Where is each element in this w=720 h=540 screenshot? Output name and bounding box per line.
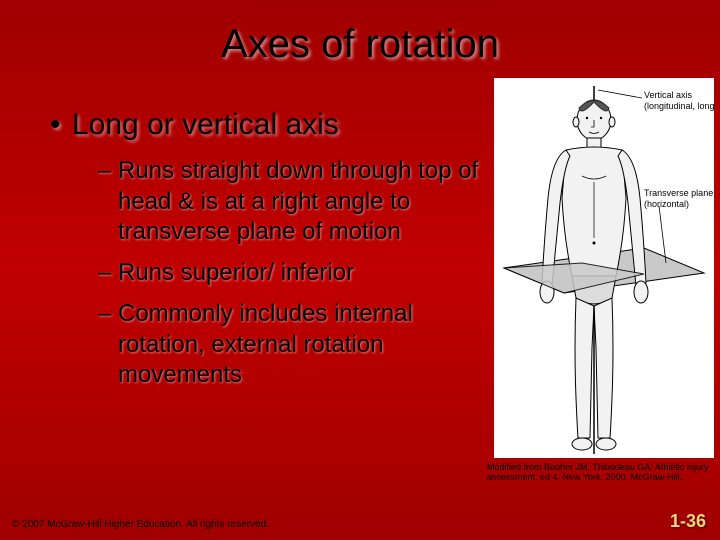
figure-credit: Modified from Booher JM, Thibodeau GA: A… — [487, 462, 712, 483]
bullet-sub: – Runs superior/ inferior — [98, 258, 480, 289]
page-number: 1-36 — [670, 511, 706, 532]
plane-label-2: (horizontal) — [644, 199, 689, 209]
content-area: • Long or vertical axis – Runs straight … — [50, 108, 480, 401]
anatomy-svg: Vertical axis (longitudinal, long) Trans… — [494, 78, 714, 458]
anatomy-figure: Vertical axis (longitudinal, long) Trans… — [494, 78, 714, 458]
bullet-main: • Long or vertical axis — [50, 108, 480, 142]
bullet-sub-text: Commonly includes internal rotation, ext… — [118, 300, 413, 388]
bullet-main-marker: • — [50, 108, 61, 142]
bullet-sub-text: Runs straight down through top of head &… — [118, 157, 478, 245]
slide-title: Axes of rotation — [0, 22, 720, 67]
plane-label-1: Transverse plane — [644, 188, 713, 198]
axis-label-2: (longitudinal, long) — [644, 101, 714, 111]
bullet-sub-text: Runs superior/ inferior — [118, 259, 354, 286]
bullet-sub-marker: – — [98, 258, 111, 289]
bullet-sub: – Runs straight down through top of head… — [98, 156, 480, 248]
copyright-text: © 2007 McGraw-Hill Higher Education. All… — [12, 519, 269, 530]
bullet-sub: – Commonly includes internal rotation, e… — [98, 299, 480, 391]
bullet-sub-marker: – — [98, 299, 111, 330]
sub-bullet-list: – Runs straight down through top of head… — [50, 156, 480, 391]
slide: Axes of rotation • Long or vertical axis… — [0, 0, 720, 540]
axis-label-leader — [598, 90, 642, 98]
bullet-sub-marker: – — [98, 156, 111, 187]
axis-label-1: Vertical axis — [644, 90, 693, 100]
bullet-main-text: Long or vertical axis — [72, 108, 339, 141]
